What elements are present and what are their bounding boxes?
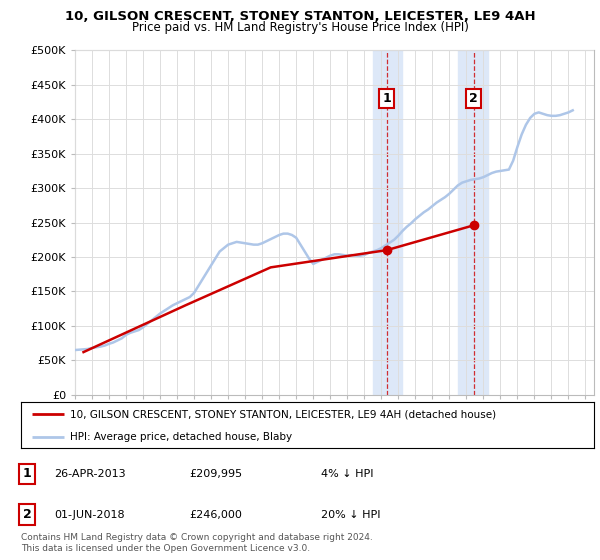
Text: 1: 1	[23, 467, 31, 480]
Text: £246,000: £246,000	[189, 510, 242, 520]
Bar	[373, 50, 402, 395]
Text: 2: 2	[469, 92, 478, 105]
Text: Price paid vs. HM Land Registry's House Price Index (HPI): Price paid vs. HM Land Registry's House …	[131, 21, 469, 34]
Text: 10, GILSON CRESCENT, STONEY STANTON, LEICESTER, LE9 4AH (detached house): 10, GILSON CRESCENT, STONEY STANTON, LEI…	[70, 409, 496, 419]
Text: 2: 2	[23, 508, 31, 521]
Bar	[458, 50, 488, 395]
Text: 4% ↓ HPI: 4% ↓ HPI	[321, 469, 373, 479]
Text: 20% ↓ HPI: 20% ↓ HPI	[321, 510, 380, 520]
Text: £209,995: £209,995	[189, 469, 242, 479]
Text: 26-APR-2013: 26-APR-2013	[54, 469, 125, 479]
Text: Contains HM Land Registry data © Crown copyright and database right 2024.
This d: Contains HM Land Registry data © Crown c…	[21, 533, 373, 553]
Text: HPI: Average price, detached house, Blaby: HPI: Average price, detached house, Blab…	[70, 432, 292, 441]
Text: 10, GILSON CRESCENT, STONEY STANTON, LEICESTER, LE9 4AH: 10, GILSON CRESCENT, STONEY STANTON, LEI…	[65, 10, 535, 23]
Text: 01-JUN-2018: 01-JUN-2018	[54, 510, 125, 520]
Text: 1: 1	[382, 92, 391, 105]
